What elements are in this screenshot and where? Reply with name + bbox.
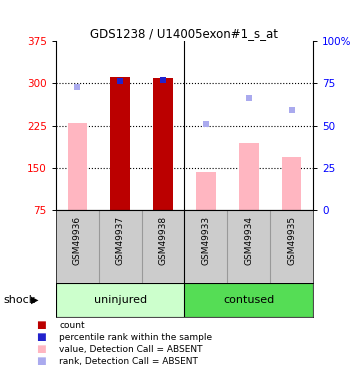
Text: shock: shock <box>4 295 36 305</box>
Text: ■: ■ <box>36 332 46 342</box>
Text: GSM49934: GSM49934 <box>244 216 253 265</box>
Bar <box>68 123 87 210</box>
Text: GSM49936: GSM49936 <box>73 216 82 265</box>
Bar <box>56 283 185 317</box>
Text: ■: ■ <box>36 320 46 330</box>
Text: GSM49933: GSM49933 <box>202 216 211 265</box>
Text: count: count <box>59 321 85 330</box>
Text: rank, Detection Call = ABSENT: rank, Detection Call = ABSENT <box>59 357 198 366</box>
Text: ▶: ▶ <box>31 295 38 305</box>
Bar <box>184 283 313 317</box>
Bar <box>282 157 301 210</box>
Bar <box>153 78 173 210</box>
Text: GSM49938: GSM49938 <box>158 216 167 265</box>
Text: percentile rank within the sample: percentile rank within the sample <box>59 333 212 342</box>
Bar <box>196 172 216 210</box>
Title: GDS1238 / U14005exon#1_s_at: GDS1238 / U14005exon#1_s_at <box>90 27 279 40</box>
Text: ■: ■ <box>36 356 46 366</box>
Text: GSM49937: GSM49937 <box>116 216 125 265</box>
Text: value, Detection Call = ABSENT: value, Detection Call = ABSENT <box>59 345 203 354</box>
Bar <box>111 77 130 210</box>
Text: GSM49935: GSM49935 <box>287 216 296 265</box>
Bar <box>239 142 258 210</box>
Text: contused: contused <box>223 295 274 305</box>
Text: ■: ■ <box>36 344 46 354</box>
Text: uninjured: uninjured <box>94 295 147 305</box>
